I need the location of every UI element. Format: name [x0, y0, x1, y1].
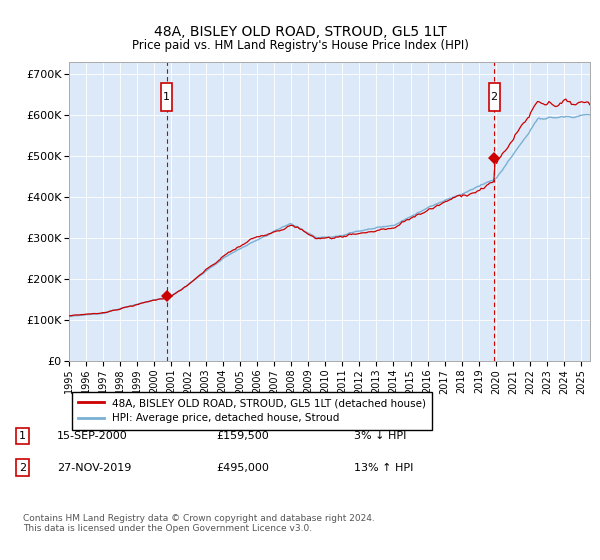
Text: Contains HM Land Registry data © Crown copyright and database right 2024.
This d: Contains HM Land Registry data © Crown c…: [23, 514, 374, 534]
Text: 1: 1: [19, 431, 26, 441]
Text: 2: 2: [491, 92, 498, 102]
Bar: [488, 82, 500, 111]
Text: 48A, BISLEY OLD ROAD, STROUD, GL5 1LT: 48A, BISLEY OLD ROAD, STROUD, GL5 1LT: [154, 25, 446, 39]
Text: Price paid vs. HM Land Registry's House Price Index (HPI): Price paid vs. HM Land Registry's House …: [131, 39, 469, 52]
Text: 2: 2: [19, 463, 26, 473]
Bar: [161, 82, 172, 111]
Legend: 48A, BISLEY OLD ROAD, STROUD, GL5 1LT (detached house), HPI: Average price, deta: 48A, BISLEY OLD ROAD, STROUD, GL5 1LT (d…: [71, 392, 433, 430]
Text: £495,000: £495,000: [216, 463, 269, 473]
Text: 13% ↑ HPI: 13% ↑ HPI: [354, 463, 413, 473]
Text: 15-SEP-2000: 15-SEP-2000: [57, 431, 128, 441]
Text: 1: 1: [163, 92, 170, 102]
Text: 27-NOV-2019: 27-NOV-2019: [57, 463, 131, 473]
Text: £159,500: £159,500: [216, 431, 269, 441]
Text: 3% ↓ HPI: 3% ↓ HPI: [354, 431, 406, 441]
